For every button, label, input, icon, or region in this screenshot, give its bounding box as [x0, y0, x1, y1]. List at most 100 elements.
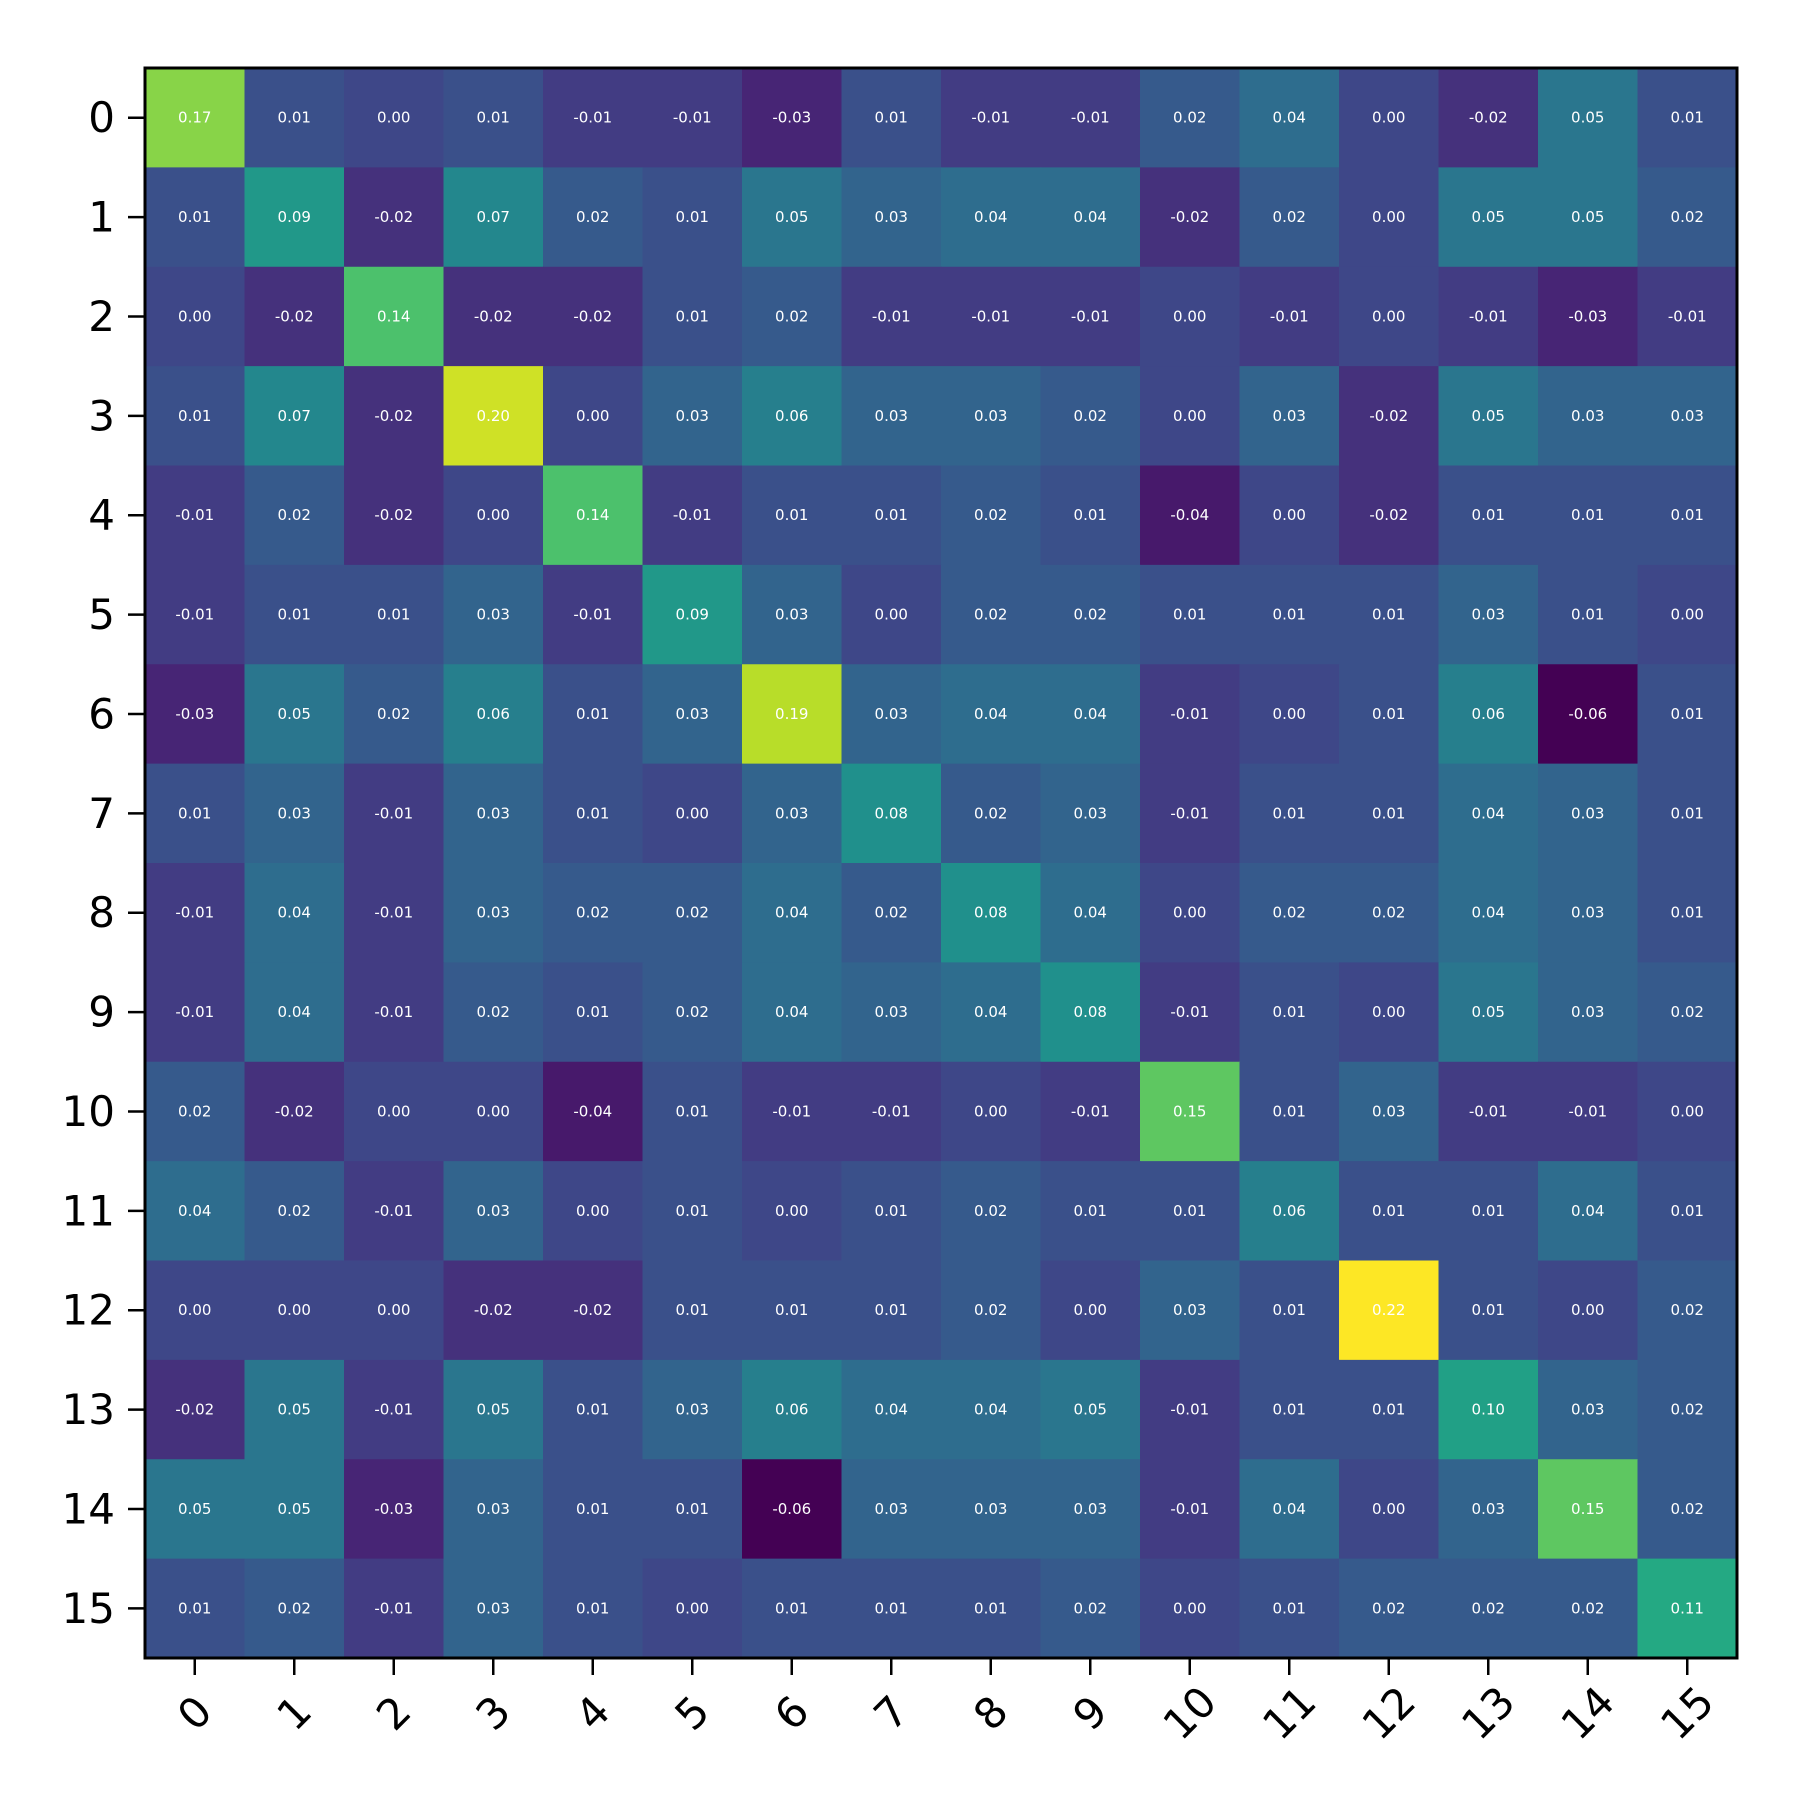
- cell-label-r9-c9: 0.08: [1074, 1003, 1107, 1021]
- cell-label-r9-c6: 0.04: [775, 1003, 808, 1021]
- x-tick-label-5: 5: [665, 1686, 719, 1740]
- heatmap-cell-r3-c13: [1438, 366, 1539, 467]
- cell-label-r0-c4: -0.01: [573, 109, 612, 127]
- cell-label-r1-c14: 0.05: [1571, 208, 1604, 226]
- heatmap-cell-r14-c3: [443, 1459, 544, 1560]
- heatmap-cell-r10-c2: [344, 1061, 445, 1162]
- heatmap-cell-r15-c4: [543, 1558, 644, 1659]
- heatmap-cell-r1-c1: [244, 167, 345, 268]
- cell-label-r0-c10: 0.02: [1173, 109, 1206, 127]
- cell-label-r8-c9: 0.04: [1074, 904, 1107, 922]
- cell-label-r14-c9: 0.03: [1074, 1500, 1107, 1518]
- cell-label-r13-c1: 0.05: [278, 1401, 311, 1419]
- cell-label-r12-c0: 0.00: [178, 1301, 211, 1319]
- heatmap-cell-r2-c1: [244, 266, 345, 367]
- x-tick-label-2: 2: [367, 1686, 421, 1740]
- cell-label-r3-c0: 0.01: [178, 407, 211, 425]
- heatmap-cell-r14-c10: [1140, 1459, 1241, 1560]
- heatmap-cell-r3-c15: [1637, 366, 1738, 467]
- heatmap-cell-r8-c11: [1239, 863, 1340, 963]
- cell-label-r9-c1: 0.04: [278, 1003, 311, 1021]
- cell-label-r10-c12: 0.03: [1372, 1102, 1405, 1120]
- cell-label-r8-c7: 0.02: [875, 904, 908, 922]
- cell-label-r10-c11: 0.01: [1273, 1102, 1306, 1120]
- heatmap-cell-r15-c7: [841, 1558, 942, 1659]
- cell-label-r8-c0: -0.01: [175, 904, 214, 922]
- cell-label-r7-c13: 0.04: [1472, 804, 1505, 822]
- cell-label-r8-c14: 0.03: [1571, 904, 1604, 922]
- cell-label-r11-c10: 0.01: [1173, 1202, 1206, 1220]
- heatmap-cell-r13-c4: [543, 1359, 644, 1460]
- heatmap-cell-r3-c4: [543, 366, 644, 467]
- heatmap-cell-r3-c8: [941, 366, 1042, 467]
- heatmap-cell-r5-c10: [1140, 564, 1241, 665]
- heatmap-cell-r10-c15: [1637, 1061, 1738, 1162]
- cell-label-r9-c5: 0.02: [676, 1003, 709, 1021]
- cell-label-r13-c6: 0.06: [775, 1401, 808, 1419]
- heatmap-cell-r5-c1: [244, 564, 345, 665]
- heatmap-cell-r0-c3: [443, 68, 544, 168]
- heatmap-cell-r10-c0: [145, 1061, 246, 1162]
- heatmap-cell-r13-c9: [1040, 1359, 1141, 1460]
- heatmap-cell-r11-c10: [1140, 1161, 1241, 1262]
- cell-label-r10-c1: -0.02: [275, 1102, 314, 1120]
- cell-label-r6-c11: 0.00: [1273, 705, 1306, 723]
- heatmap-cell-r3-c12: [1339, 366, 1440, 467]
- cell-label-r1-c7: 0.03: [875, 208, 908, 226]
- heatmap-cell-r11-c7: [841, 1161, 942, 1262]
- cell-label-r7-c9: 0.03: [1074, 804, 1107, 822]
- heatmap-cell-r15-c13: [1438, 1558, 1539, 1659]
- cell-label-r12-c4: -0.02: [573, 1301, 612, 1319]
- cell-label-r5-c2: 0.01: [377, 606, 410, 624]
- heatmap-cell-r4-c10: [1140, 465, 1241, 566]
- cell-label-r0-c2: 0.00: [377, 109, 410, 127]
- heatmap-cell-r4-c6: [742, 465, 843, 566]
- heatmap-cells: [145, 68, 1738, 1659]
- x-tick-label-0: 0: [168, 1686, 222, 1740]
- cell-label-r14-c10: -0.01: [1170, 1500, 1209, 1518]
- heatmap-cell-r14-c5: [642, 1459, 743, 1560]
- heatmap-cell-r14-c4: [543, 1459, 644, 1560]
- cell-label-r7-c15: 0.01: [1671, 804, 1704, 822]
- heatmap-cell-r8-c6: [742, 863, 843, 963]
- cell-label-r2-c8: -0.01: [971, 307, 1010, 325]
- heatmap-cell-r9-c3: [443, 962, 544, 1063]
- cell-label-r4-c14: 0.01: [1571, 506, 1604, 524]
- heatmap-cell-r4-c2: [344, 465, 445, 566]
- heatmap-cell-r3-c14: [1538, 366, 1639, 467]
- heatmap-cell-r8-c9: [1040, 863, 1141, 963]
- heatmap-cell-r5-c2: [344, 564, 445, 665]
- heatmap-cell-r1-c14: [1538, 167, 1639, 268]
- cell-label-r5-c3: 0.03: [477, 606, 510, 624]
- cell-label-r14-c15: 0.02: [1671, 1500, 1704, 1518]
- heatmap-cell-r14-c7: [841, 1459, 942, 1560]
- cell-label-r3-c1: 0.07: [278, 407, 311, 425]
- cell-label-r12-c15: 0.02: [1671, 1301, 1704, 1319]
- cell-label-r13-c11: 0.01: [1273, 1401, 1306, 1419]
- heatmap-cell-r13-c7: [841, 1359, 942, 1460]
- heatmap-cell-r4-c15: [1637, 465, 1738, 566]
- cell-label-r3-c3: 0.20: [477, 407, 510, 425]
- cell-label-r11-c6: 0.00: [775, 1202, 808, 1220]
- cell-label-r7-c2: -0.01: [374, 804, 413, 822]
- cell-label-r0-c14: 0.05: [1571, 109, 1604, 127]
- cell-label-r2-c5: 0.01: [676, 307, 709, 325]
- heatmap-cell-r2-c13: [1438, 266, 1539, 367]
- heatmap-cell-r11-c3: [443, 1161, 544, 1262]
- cell-label-r3-c13: 0.05: [1472, 407, 1505, 425]
- y-tick-label-3: 3: [88, 391, 115, 440]
- cell-label-r5-c15: 0.00: [1671, 606, 1704, 624]
- cell-label-r13-c10: -0.01: [1170, 1401, 1209, 1419]
- cell-label-r6-c8: 0.04: [974, 705, 1007, 723]
- heatmap-cell-r13-c11: [1239, 1359, 1340, 1460]
- heatmap-cell-r6-c2: [344, 664, 445, 765]
- heatmap-cell-r14-c11: [1239, 1459, 1340, 1560]
- heatmap-cell-r3-c1: [244, 366, 345, 467]
- cell-label-r11-c4: 0.00: [576, 1202, 609, 1220]
- heatmap-cell-r4-c4: [543, 465, 644, 566]
- cell-label-r11-c5: 0.01: [676, 1202, 709, 1220]
- cell-label-r15-c5: 0.00: [676, 1599, 709, 1617]
- cell-label-r12-c7: 0.01: [875, 1301, 908, 1319]
- cell-label-r11-c2: -0.01: [374, 1202, 413, 1220]
